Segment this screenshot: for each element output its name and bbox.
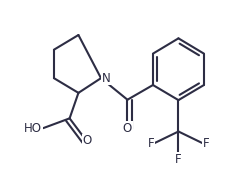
Text: F: F: [202, 137, 208, 150]
Text: HO: HO: [24, 122, 42, 135]
Text: O: O: [82, 134, 92, 147]
Text: F: F: [147, 137, 154, 150]
Text: F: F: [174, 153, 181, 166]
Text: N: N: [102, 72, 110, 85]
Text: O: O: [122, 122, 132, 135]
